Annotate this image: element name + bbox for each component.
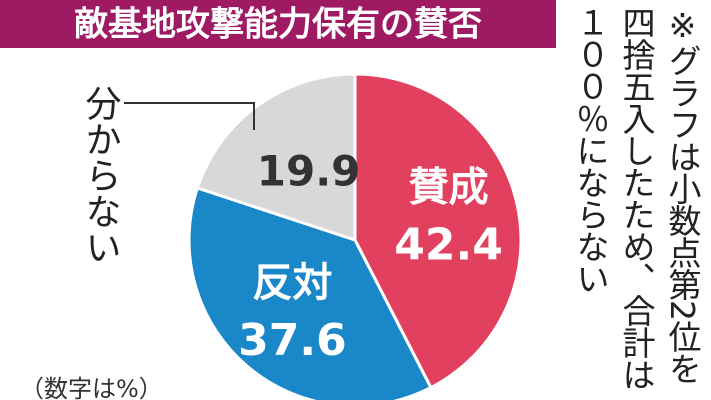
value-label: 19.9 (257, 146, 361, 195)
value-label: 42.4 (394, 219, 503, 270)
slice-category: 反対 (252, 260, 332, 306)
pie-slice (187, 186, 433, 400)
unit-note: （数字は%） (20, 375, 163, 400)
note: ※グラフは小数点第2位を 四捨五入したため、合計は １００％にならない (567, 6, 705, 390)
chart-title: 敵基地攻撃能力保有の賛否 (74, 5, 482, 45)
pie-slice (195, 72, 357, 243)
note-line: ※グラフは小数点第2位を (663, 6, 702, 384)
value-label: 37.6 (238, 315, 347, 366)
slice-category: 分からない (80, 85, 122, 265)
slice-category: 賛成 (409, 164, 489, 210)
title-banner (0, 0, 556, 48)
pie: 賛成 42.4 反対 37.6 19.9 (187, 72, 523, 400)
note-line: 四捨五入したため、合計は (617, 6, 656, 390)
pie-slice (353, 72, 523, 390)
note-line: １００％にならない (571, 6, 610, 294)
leader-line (124, 102, 255, 130)
